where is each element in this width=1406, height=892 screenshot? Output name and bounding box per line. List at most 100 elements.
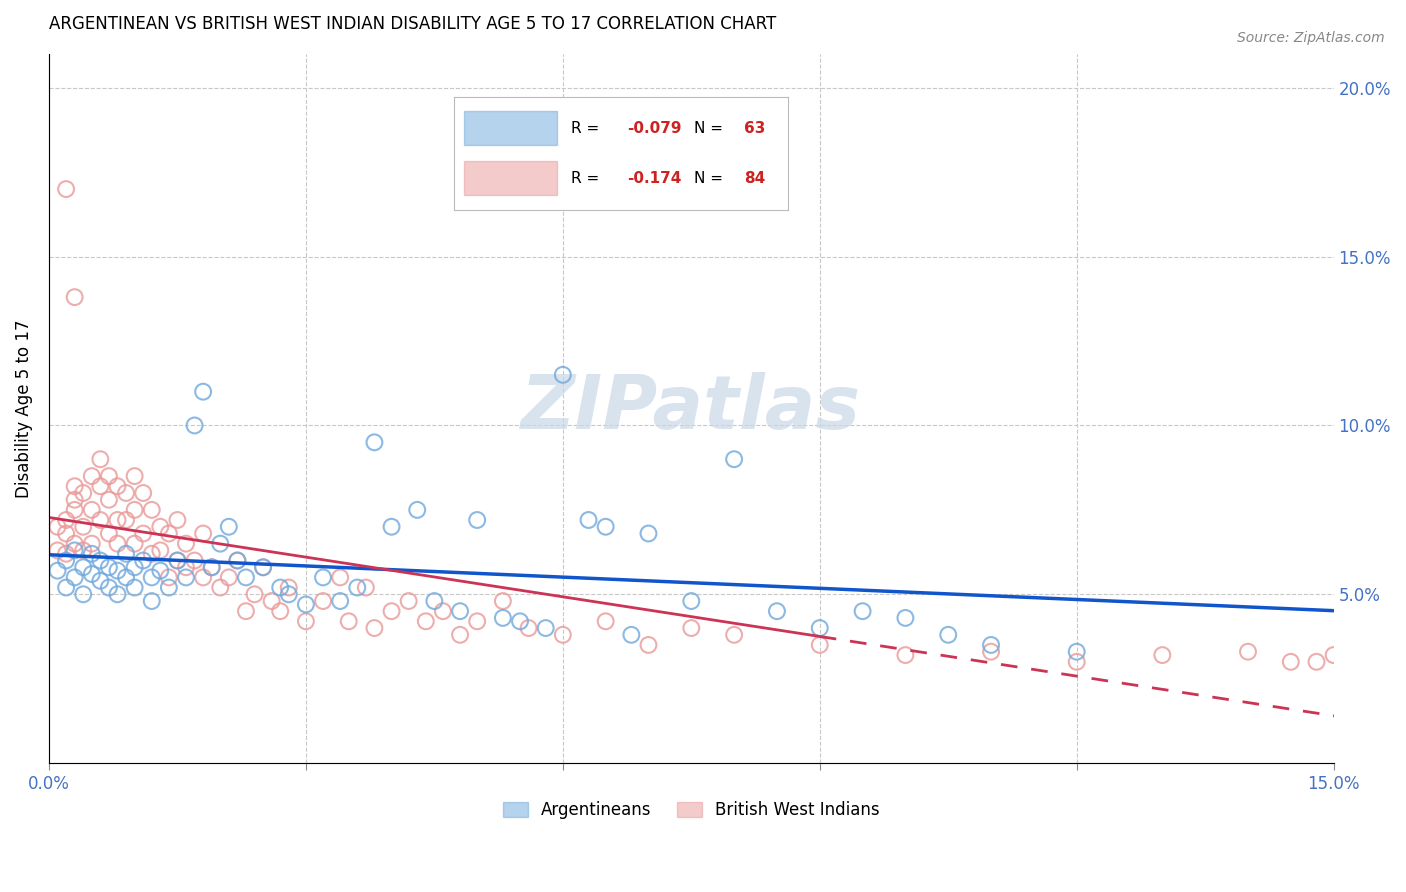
Point (141, 570, 163, 584)
Point (218, 570, 240, 584)
Point (252, 560, 274, 574)
Point (465, 513, 488, 527)
Point (46, 564, 69, 578)
Point (55, 182, 77, 196)
Text: ARGENTINEAN VS BRITISH WEST INDIAN DISABILITY AGE 5 TO 17 CORRELATION CHART: ARGENTINEAN VS BRITISH WEST INDIAN DISAB… (49, 15, 776, 33)
Point (166, 553, 188, 567)
Point (415, 615, 437, 629)
Point (107, 587, 129, 601)
Point (80, 503, 103, 517)
Point (354, 581, 377, 595)
Point (432, 604, 454, 618)
Point (63, 536, 86, 550)
Point (157, 581, 180, 595)
Text: Source: ZipAtlas.com: Source: ZipAtlas.com (1237, 31, 1385, 45)
Point (894, 611, 917, 625)
Point (766, 604, 789, 618)
Point (55, 513, 77, 527)
Point (72, 543, 94, 558)
Point (201, 560, 224, 574)
Point (517, 621, 540, 635)
Point (492, 611, 515, 625)
Point (55, 581, 77, 595)
Point (97, 581, 120, 595)
Point (681, 621, 703, 635)
Point (277, 581, 299, 595)
Point (124, 536, 146, 550)
Point (492, 594, 515, 608)
Point (269, 604, 291, 618)
Point (551, 368, 574, 382)
Legend: Argentineans, British West Indians: Argentineans, British West Indians (496, 795, 886, 826)
Point (1066, 655, 1088, 669)
Point (252, 560, 274, 574)
Point (218, 520, 240, 534)
Point (174, 570, 197, 584)
Point (226, 553, 249, 567)
Point (174, 560, 197, 574)
Point (235, 570, 257, 584)
Point (115, 513, 138, 527)
Point (637, 638, 659, 652)
Point (141, 547, 163, 561)
Point (132, 553, 155, 567)
Point (723, 628, 745, 642)
Point (681, 594, 703, 608)
Point (620, 628, 643, 642)
Point (149, 543, 172, 558)
Point (191, 570, 214, 584)
Point (449, 628, 471, 642)
Point (97, 492, 120, 507)
Point (124, 560, 146, 574)
Point (201, 560, 224, 574)
Point (808, 638, 831, 652)
Point (55, 526, 77, 541)
Point (1305, 655, 1327, 669)
Point (936, 628, 959, 642)
Point (72, 560, 94, 574)
Point (72, 486, 94, 500)
Point (124, 503, 146, 517)
Y-axis label: Disability Age 5 to 17: Disability Age 5 to 17 (15, 319, 32, 498)
Point (89, 574, 111, 588)
Point (107, 479, 129, 493)
Point (226, 553, 249, 567)
Point (380, 604, 402, 618)
Point (89, 553, 111, 567)
Point (346, 581, 368, 595)
Point (329, 570, 352, 584)
Point (97, 560, 120, 574)
Point (107, 513, 129, 527)
Point (46, 520, 69, 534)
Point (1152, 648, 1174, 662)
Point (191, 526, 214, 541)
Text: ZIPatlas: ZIPatlas (522, 372, 862, 445)
Point (63, 543, 86, 558)
Point (63, 290, 86, 304)
Point (46, 543, 69, 558)
Point (89, 479, 111, 493)
Point (380, 520, 402, 534)
Point (115, 570, 138, 584)
Point (89, 452, 111, 467)
Point (149, 564, 172, 578)
Point (63, 503, 86, 517)
Point (183, 418, 205, 433)
Point (637, 526, 659, 541)
Point (72, 520, 94, 534)
Point (595, 520, 617, 534)
Point (80, 547, 103, 561)
Point (80, 469, 103, 483)
Point (80, 567, 103, 582)
Point (149, 520, 172, 534)
Point (141, 594, 163, 608)
Point (209, 536, 232, 550)
Point (157, 570, 180, 584)
Point (551, 628, 574, 642)
Point (157, 526, 180, 541)
Point (115, 486, 138, 500)
Point (449, 604, 471, 618)
Point (398, 594, 420, 608)
Point (63, 492, 86, 507)
Point (141, 503, 163, 517)
